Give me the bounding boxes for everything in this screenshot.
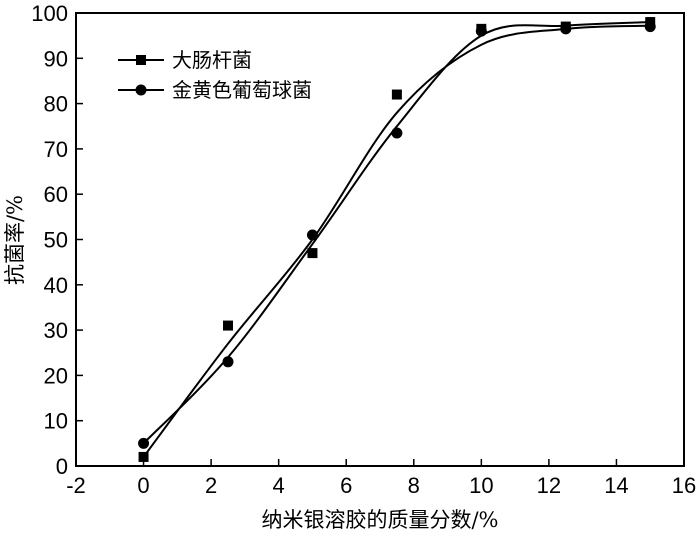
y-tick-label: 50 [44, 228, 68, 253]
legend: 大肠杆菌 金黄色葡萄球菌 [118, 48, 312, 102]
x-tick-label: 4 [273, 473, 285, 498]
data-point-series-2 [138, 437, 150, 449]
x-tick-label: 16 [672, 473, 696, 498]
legend-label-series-1: 大肠杆菌 [172, 48, 252, 72]
y-tick-label: 100 [31, 1, 68, 26]
legend-marker-series-1 [136, 55, 146, 65]
legend-label-series-2: 金黄色葡萄球菌 [172, 78, 312, 102]
data-point-series-1 [307, 248, 318, 259]
x-tick-label: 10 [469, 473, 493, 498]
data-point-series-1 [138, 451, 149, 462]
data-point-series-1 [391, 89, 402, 100]
x-axis-title: 纳米银溶胶的质量分数/% [261, 508, 498, 532]
x-tick-label: 2 [205, 473, 217, 498]
data-point-series-2 [475, 25, 487, 37]
y-tick-label: 80 [44, 92, 68, 117]
data-point-series-2 [560, 23, 572, 35]
y-tick-label: 70 [44, 137, 68, 162]
x-tick-label: 8 [408, 473, 420, 498]
data-point-series-2 [222, 356, 234, 368]
x-tick-label: 12 [537, 473, 561, 498]
y-tick-label: 90 [44, 46, 68, 71]
y-tick-label: 0 [56, 454, 68, 479]
plot-frame [75, 12, 685, 467]
data-point-series-1 [223, 320, 233, 331]
x-tick-label: 0 [137, 473, 149, 498]
data-point-series-2 [644, 21, 656, 33]
x-tick-label: 14 [604, 473, 628, 498]
y-tick-label: 40 [44, 273, 68, 298]
y-tick-label: 10 [44, 409, 68, 434]
y-tick-label: 30 [44, 318, 68, 343]
x-tick-label: -2 [66, 473, 86, 498]
y-tick-label: 20 [44, 363, 68, 388]
x-tick-label: 6 [340, 473, 352, 498]
data-markers [138, 17, 656, 462]
legend-marker-series-2 [135, 84, 147, 96]
data-point-series-2 [306, 229, 318, 241]
y-tick-label: 60 [44, 182, 68, 207]
y-axis-title: 抗菌率/% [3, 195, 27, 285]
data-point-series-2 [391, 127, 403, 139]
